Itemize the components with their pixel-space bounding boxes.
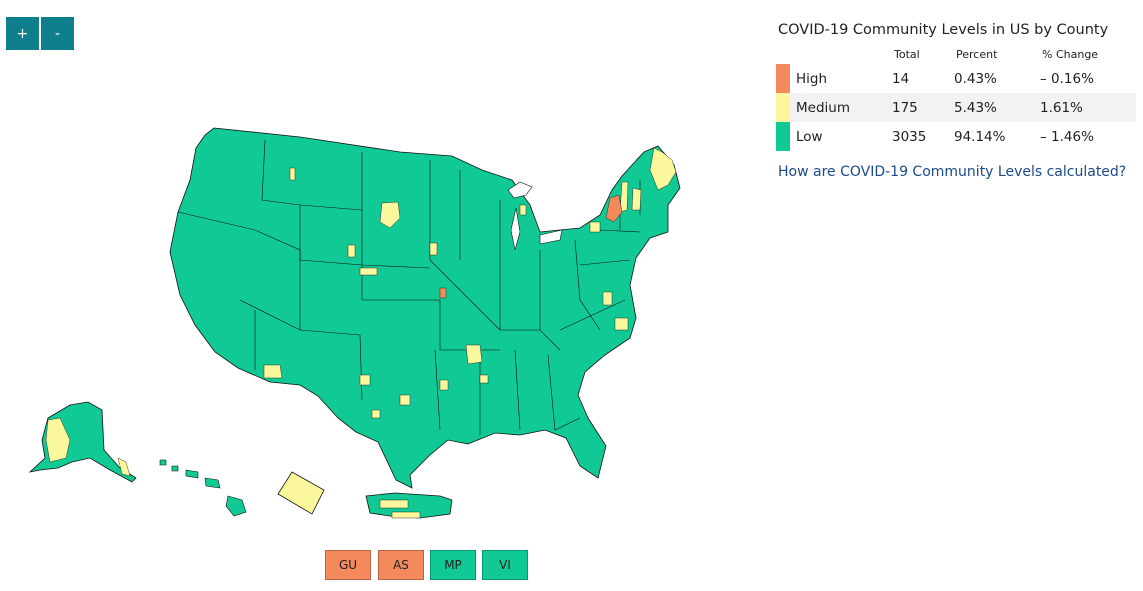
row-change: – 0.16% bbox=[1040, 70, 1094, 87]
row-total: 14 bbox=[892, 70, 910, 87]
row-total: 175 bbox=[892, 99, 918, 116]
header-percent: Percent bbox=[956, 47, 998, 61]
legend-row-medium[interactable]: Medium 175 5.43% 1.61% bbox=[776, 93, 1136, 122]
territory-vi-button[interactable]: VI bbox=[482, 550, 528, 580]
territory-as-button[interactable]: AS bbox=[378, 550, 424, 580]
row-total: 3035 bbox=[892, 128, 927, 145]
state-borders bbox=[177, 139, 641, 435]
row-level: High bbox=[796, 70, 828, 87]
puerto-rico-shape[interactable] bbox=[365, 492, 453, 519]
row-change: 1.61% bbox=[1040, 99, 1083, 116]
medium-swatch bbox=[776, 93, 790, 122]
legend-row-low[interactable]: Low 3035 94.14% – 1.46% bbox=[776, 122, 1136, 151]
county-map[interactable] bbox=[0, 0, 760, 591]
alaska-shape[interactable] bbox=[28, 401, 137, 483]
high-swatch bbox=[776, 64, 790, 93]
alaska-medium[interactable] bbox=[45, 417, 131, 477]
medium-counties[interactable] bbox=[263, 147, 677, 419]
row-percent: 94.14% bbox=[954, 128, 1006, 145]
row-level: Low bbox=[796, 128, 823, 145]
zoom-out-button[interactable]: - bbox=[41, 17, 74, 50]
row-change: – 1.46% bbox=[1040, 128, 1094, 145]
low-swatch bbox=[776, 122, 790, 151]
row-percent: 0.43% bbox=[954, 70, 997, 87]
great-lakes-shape bbox=[507, 181, 563, 251]
header-total: Total bbox=[894, 47, 920, 61]
zoom-in-button[interactable]: + bbox=[6, 17, 39, 50]
high-counties[interactable] bbox=[439, 194, 623, 299]
dc-inset-shape[interactable] bbox=[277, 471, 325, 515]
legend-title: COVID-19 Community Levels in US by Count… bbox=[778, 22, 1109, 38]
legend-header: Total Percent % Change bbox=[776, 44, 1136, 64]
legend-panel: COVID-19 Community Levels in US by Count… bbox=[776, 22, 1136, 180]
header-change: % Change bbox=[1042, 47, 1099, 61]
hawaii-shape[interactable] bbox=[159, 459, 247, 517]
legend-row-high[interactable]: High 14 0.43% – 0.16% bbox=[776, 64, 1136, 93]
territory-gu-button[interactable]: GU bbox=[325, 550, 371, 580]
calculation-info-link[interactable]: How are COVID-19 Community Levels calcul… bbox=[778, 164, 1127, 180]
row-percent: 5.43% bbox=[954, 99, 997, 116]
us-mainland-shape[interactable] bbox=[169, 127, 681, 489]
territory-mp-button[interactable]: MP bbox=[430, 550, 476, 580]
puerto-rico-medium[interactable] bbox=[379, 499, 421, 519]
row-level: Medium bbox=[796, 99, 850, 116]
